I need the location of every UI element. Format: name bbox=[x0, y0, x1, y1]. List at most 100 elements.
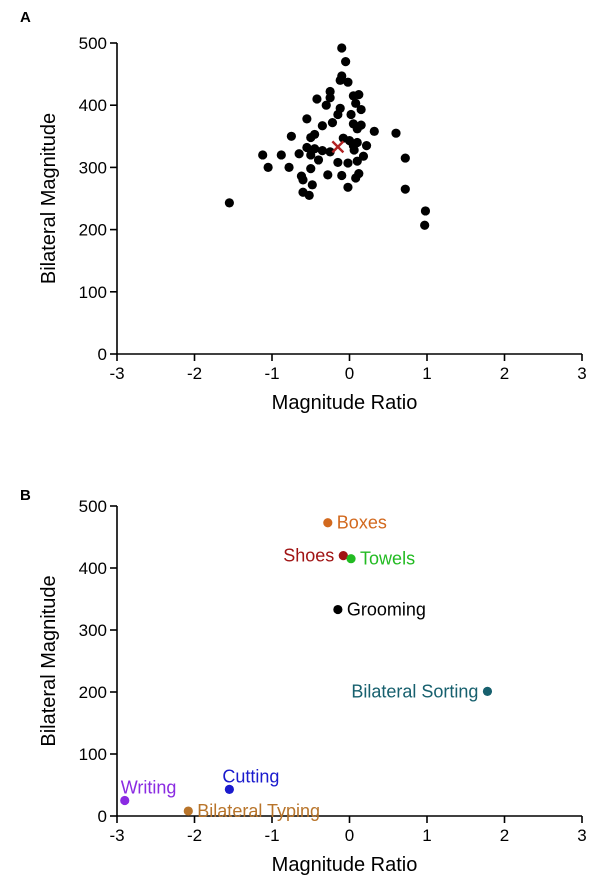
data-point bbox=[346, 109, 356, 120]
data-point bbox=[337, 43, 347, 53]
x-tick-label: 1 bbox=[422, 364, 431, 383]
mean-marker bbox=[331, 140, 345, 154]
x-tick-label: 1 bbox=[422, 826, 431, 845]
data-point bbox=[317, 146, 327, 156]
data-point bbox=[313, 155, 324, 165]
data-point bbox=[351, 98, 361, 108]
x-tick-label: -3 bbox=[109, 826, 124, 845]
label-shoes: Shoes bbox=[283, 546, 334, 566]
data-point bbox=[333, 109, 343, 120]
y-tick-label: 400 bbox=[79, 96, 107, 115]
x-axis-title: Magnitude Ratio bbox=[272, 392, 418, 414]
data-point bbox=[352, 124, 362, 134]
data-point bbox=[327, 118, 338, 128]
mean-marker-stroke bbox=[331, 140, 345, 154]
panel-b: B 0 100 200 300 400 500 -3 -2 -1 0 1 2 3 Magnitude Rat… bbox=[20, 487, 587, 876]
data-point bbox=[343, 158, 353, 168]
data-point bbox=[312, 94, 322, 104]
data-point bbox=[306, 164, 316, 174]
data-point bbox=[354, 90, 364, 100]
point-bilateral-sorting bbox=[482, 686, 493, 696]
panel-label: B bbox=[20, 487, 31, 504]
x-tick-label: 0 bbox=[345, 364, 354, 383]
data-point bbox=[284, 162, 294, 172]
data-point bbox=[286, 131, 296, 141]
data-point bbox=[337, 170, 347, 181]
x-tick-label: 3 bbox=[577, 364, 586, 383]
y-tick-label: 500 bbox=[79, 34, 107, 53]
x-tick-label: 2 bbox=[500, 364, 509, 383]
data-point bbox=[351, 173, 361, 183]
x-tick-label: -3 bbox=[109, 364, 124, 383]
y-tick-label: 100 bbox=[79, 745, 107, 764]
y-tick-label: 400 bbox=[79, 559, 107, 578]
point-boxes bbox=[323, 518, 333, 528]
label-bilateral-sorting: Bilateral Sorting bbox=[351, 681, 478, 701]
y-tick-label: 300 bbox=[79, 621, 107, 640]
y-axis-title: Bilateral Magnitude bbox=[38, 113, 60, 284]
data-point bbox=[263, 162, 273, 172]
x-tick-label: -1 bbox=[264, 364, 279, 383]
label-boxes: Boxes bbox=[337, 513, 387, 533]
label-cutting: Cutting bbox=[222, 766, 279, 786]
y-axis-title: Bilateral Magnitude bbox=[38, 575, 60, 746]
data-point bbox=[321, 100, 331, 110]
data-point bbox=[333, 157, 343, 168]
point-shoes bbox=[338, 551, 348, 561]
data-point bbox=[304, 190, 314, 200]
point-cutting bbox=[224, 784, 234, 794]
x-tick-label: 0 bbox=[345, 826, 354, 845]
point-bilateral-typing bbox=[183, 806, 193, 816]
label-towels: Towels bbox=[360, 549, 415, 569]
data-point bbox=[306, 150, 316, 160]
point-towels bbox=[346, 554, 356, 564]
data-point bbox=[400, 184, 410, 194]
y-tick-label: 500 bbox=[79, 497, 107, 516]
data-point bbox=[420, 220, 430, 230]
data-point bbox=[400, 153, 410, 163]
data-point bbox=[356, 104, 366, 115]
data-point bbox=[335, 75, 345, 85]
data-point bbox=[325, 147, 335, 157]
label-bilateral-typing: Bilateral Typing bbox=[197, 801, 320, 821]
data-point bbox=[343, 182, 353, 192]
data-point bbox=[361, 141, 372, 151]
y-tick-label: 0 bbox=[98, 807, 107, 826]
label-grooming: Grooming bbox=[347, 600, 426, 620]
data-point bbox=[294, 149, 304, 159]
x-axis-title: Magnitude Ratio bbox=[272, 854, 418, 876]
panel-a: A 0 100 200 300 400 500 -3 -2 -1 0 1 2 3 Magnitude Rat… bbox=[20, 9, 587, 414]
data-point bbox=[317, 121, 327, 131]
y-tick-label: 200 bbox=[79, 221, 107, 240]
data-point bbox=[349, 145, 359, 155]
data-point bbox=[391, 128, 401, 138]
y-tick-label: 200 bbox=[79, 683, 107, 702]
y-tick-label: 100 bbox=[79, 283, 107, 302]
data-point bbox=[358, 151, 369, 161]
y-tick-label: 0 bbox=[98, 345, 107, 364]
data-point bbox=[352, 156, 362, 166]
data-point bbox=[323, 170, 333, 180]
x-tick-label: -2 bbox=[187, 364, 202, 383]
label-writing: Writing bbox=[121, 778, 177, 798]
data-point bbox=[325, 93, 335, 103]
point-writing bbox=[120, 795, 130, 806]
data-point bbox=[258, 150, 268, 160]
data-point bbox=[224, 198, 234, 208]
panel-label: A bbox=[20, 9, 31, 26]
y-tick-label: 300 bbox=[79, 158, 107, 177]
data-point bbox=[369, 126, 379, 136]
data-point bbox=[298, 175, 308, 185]
data-point bbox=[420, 206, 431, 216]
data-point bbox=[276, 150, 286, 160]
data-point bbox=[302, 142, 312, 153]
x-tick-label: -2 bbox=[187, 826, 202, 845]
x-tick-label: 3 bbox=[577, 826, 586, 845]
data-point bbox=[343, 77, 353, 87]
data-point bbox=[302, 114, 312, 124]
data-point bbox=[341, 57, 351, 67]
x-tick-label: 2 bbox=[500, 826, 509, 845]
data-point bbox=[306, 132, 316, 143]
x-tick-label: -1 bbox=[264, 826, 279, 845]
